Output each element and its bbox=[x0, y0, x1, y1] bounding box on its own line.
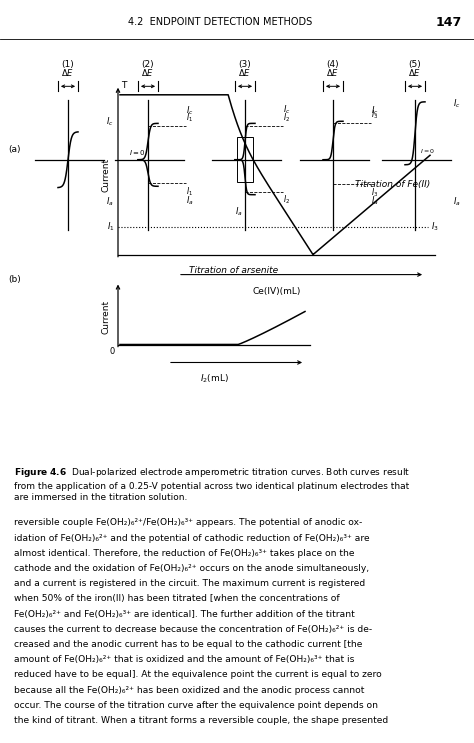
Text: $I = 0$: $I = 0$ bbox=[129, 148, 146, 157]
Text: $I_3$: $I_3$ bbox=[431, 221, 439, 233]
Text: cathode and the oxidation of Fe(OH₂)₆²⁺ occurs on the anode simultaneously,: cathode and the oxidation of Fe(OH₂)₆²⁺ … bbox=[14, 564, 369, 573]
Text: $I_c$: $I_c$ bbox=[186, 105, 193, 117]
Text: $I_c$: $I_c$ bbox=[106, 115, 114, 128]
Text: idation of Fe(OH₂)₆²⁺ and the potential of cathodic reduction of Fe(OH₂)₆³⁺ are: idation of Fe(OH₂)₆²⁺ and the potential … bbox=[14, 533, 370, 542]
Text: $I = 0$: $I = 0$ bbox=[420, 146, 435, 155]
Text: $I_a$: $I_a$ bbox=[453, 195, 461, 208]
Text: almost identical. Therefore, the reduction of Fe(OH₂)₆³⁺ takes place on the: almost identical. Therefore, the reducti… bbox=[14, 549, 355, 558]
Text: Titration of arsenite: Titration of arsenite bbox=[190, 265, 279, 275]
Text: $I_a$: $I_a$ bbox=[371, 194, 379, 207]
Text: (b): (b) bbox=[8, 275, 21, 284]
Text: $I_c$: $I_c$ bbox=[283, 103, 291, 116]
Text: (4): (4) bbox=[327, 60, 339, 69]
Text: (3): (3) bbox=[238, 60, 251, 69]
Text: $I_1$: $I_1$ bbox=[186, 186, 193, 198]
Text: $I_2$: $I_2$ bbox=[283, 111, 290, 124]
Text: $\bf{Figure\ 4.6}$  Dual-polarized electrode amperometric titration curves. Both: $\bf{Figure\ 4.6}$ Dual-polarized electr… bbox=[14, 466, 410, 502]
Text: $\Delta E$: $\Delta E$ bbox=[62, 68, 74, 78]
Text: Current: Current bbox=[101, 158, 110, 192]
Text: $\Delta E$: $\Delta E$ bbox=[327, 68, 339, 78]
Text: $\Delta E$: $\Delta E$ bbox=[238, 68, 252, 78]
Text: Fe(OH₂)₆²⁺ and Fe(OH₂)₆³⁺ are identical]. The further addition of the titrant: Fe(OH₂)₆²⁺ and Fe(OH₂)₆³⁺ are identical]… bbox=[14, 610, 355, 619]
Text: when 50% of the iron(II) has been titrated [when the concentrations of: when 50% of the iron(II) has been titrat… bbox=[14, 594, 340, 603]
Text: $I_c$: $I_c$ bbox=[453, 97, 461, 110]
Text: $I_3$: $I_3$ bbox=[371, 186, 378, 198]
Text: the kind of titrant. When a titrant forms a reversible couple, the shape present: the kind of titrant. When a titrant form… bbox=[14, 716, 389, 725]
Text: causes the current to decrease because the concentration of Fe(OH₂)₆²⁺ is de-: causes the current to decrease because t… bbox=[14, 625, 373, 634]
Text: $I_1$: $I_1$ bbox=[186, 111, 193, 124]
Text: (1): (1) bbox=[62, 60, 74, 69]
Text: $I_1$: $I_1$ bbox=[108, 221, 115, 233]
Text: reversible couple Fe(OH₂)₆²⁺/Fe(OH₂)₆³⁺ appears. The potential of anodic ox-: reversible couple Fe(OH₂)₆²⁺/Fe(OH₂)₆³⁺ … bbox=[14, 519, 363, 528]
Text: reduced have to be equal]. At the equivalence point the current is equal to zero: reduced have to be equal]. At the equiva… bbox=[14, 670, 382, 679]
Text: $I_a$: $I_a$ bbox=[235, 206, 243, 218]
Text: because all the Fe(OH₂)₆²⁺ has been oxidized and the anodic process cannot: because all the Fe(OH₂)₆²⁺ has been oxid… bbox=[14, 686, 365, 695]
Text: 147: 147 bbox=[436, 16, 462, 29]
Text: creased and the anodic current has to be equal to the cathodic current [the: creased and the anodic current has to be… bbox=[14, 640, 363, 649]
Bar bbox=[237, 137, 253, 182]
Text: 0: 0 bbox=[110, 346, 115, 355]
Text: $I_c$: $I_c$ bbox=[371, 105, 379, 117]
Text: (5): (5) bbox=[409, 60, 421, 69]
Text: $I_2$: $I_2$ bbox=[283, 194, 290, 207]
Text: (a): (a) bbox=[8, 145, 20, 155]
Text: Ce(IV)(mL): Ce(IV)(mL) bbox=[252, 287, 301, 296]
Text: amount of Fe(OH₂)₆²⁺ that is oxidized and the amount of Fe(OH₂)₆³⁺ that is: amount of Fe(OH₂)₆²⁺ that is oxidized an… bbox=[14, 655, 355, 664]
Text: Current: Current bbox=[101, 300, 110, 334]
Text: $I_3$: $I_3$ bbox=[371, 109, 378, 121]
Text: $I_a$: $I_a$ bbox=[186, 194, 194, 207]
Text: $I_2$(mL): $I_2$(mL) bbox=[200, 372, 228, 385]
Text: $\Delta E$: $\Delta E$ bbox=[409, 68, 421, 78]
Text: $\Delta E$: $\Delta E$ bbox=[142, 68, 155, 78]
Text: and a current is registered in the circuit. The maximum current is registered: and a current is registered in the circu… bbox=[14, 580, 365, 588]
Text: (2): (2) bbox=[142, 60, 155, 69]
Text: Titration of Fe(II): Titration of Fe(II) bbox=[355, 181, 430, 189]
Text: T: T bbox=[121, 81, 127, 90]
Text: $I_a$: $I_a$ bbox=[106, 195, 114, 208]
Text: 4.2  ENDPOINT DETECTION METHODS: 4.2 ENDPOINT DETECTION METHODS bbox=[128, 18, 312, 27]
Text: occur. The course of the titration curve after the equivalence point depends on: occur. The course of the titration curve… bbox=[14, 701, 378, 710]
